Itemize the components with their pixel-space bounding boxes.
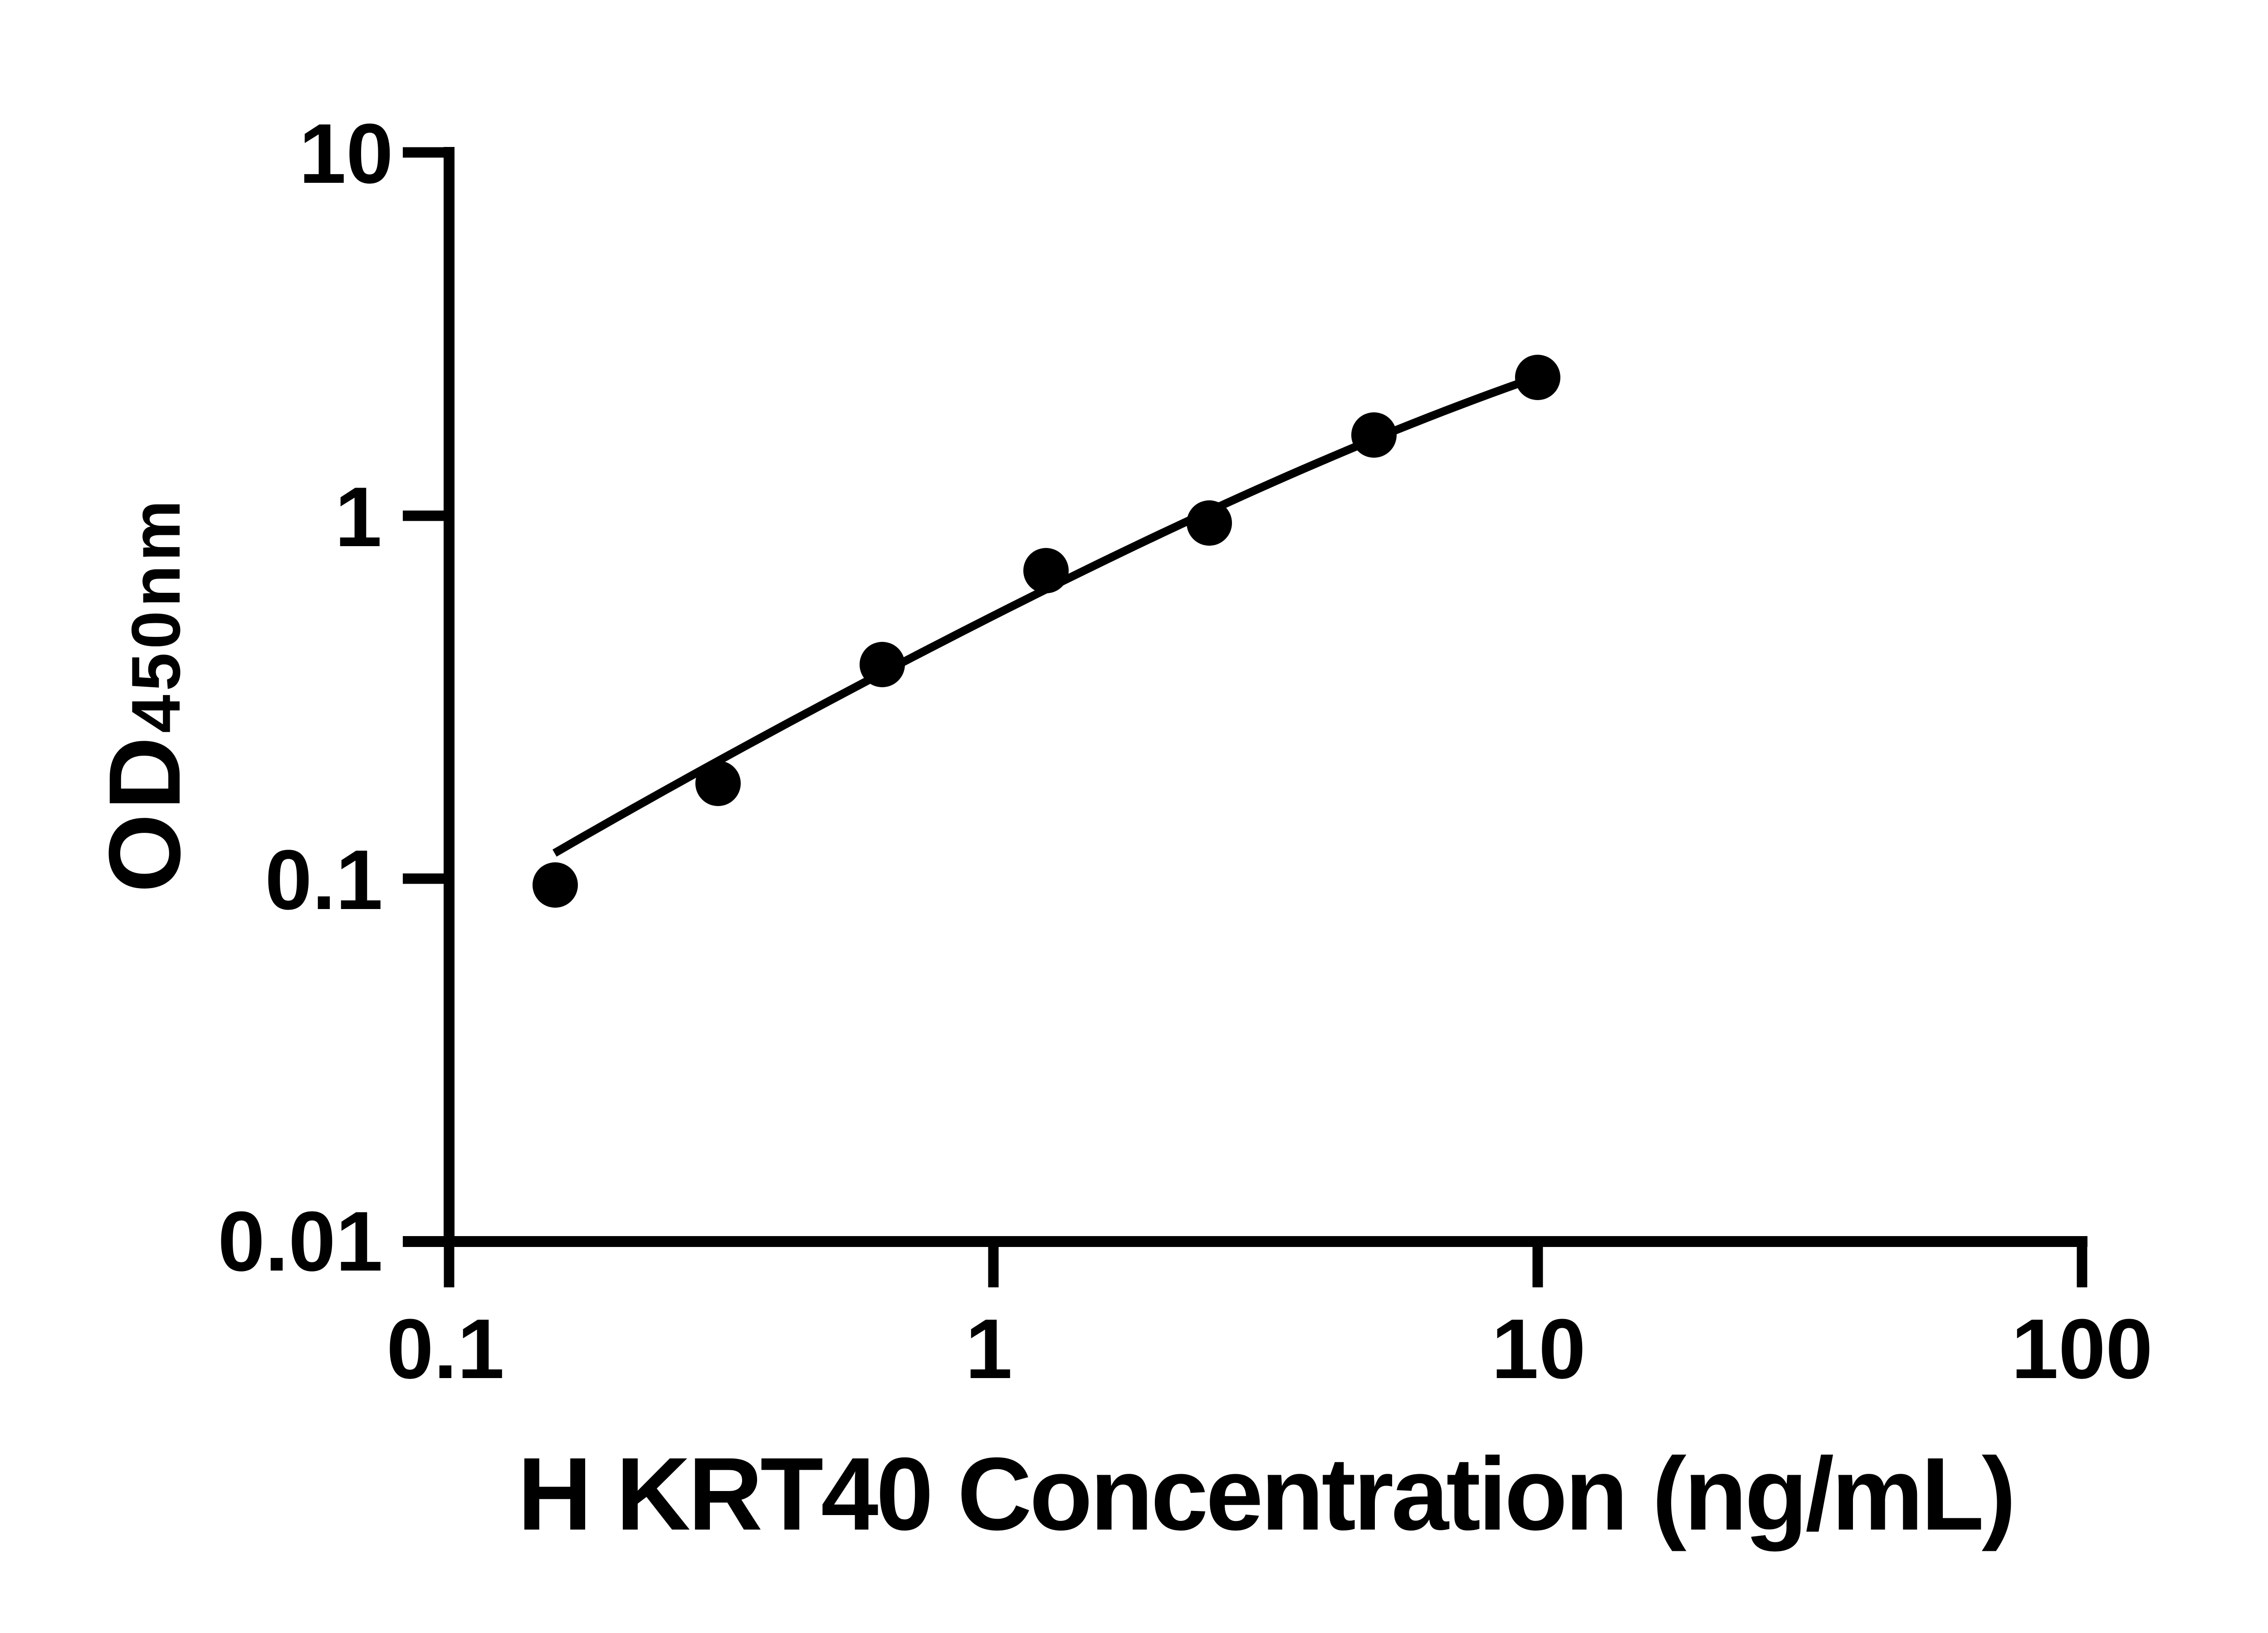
svg-text:1: 1 (335, 469, 382, 564)
svg-text:0.01: 0.01 (218, 1194, 383, 1289)
svg-text:0.1: 0.1 (265, 832, 383, 927)
svg-text:0.1: 0.1 (386, 1301, 504, 1396)
svg-text:10: 10 (299, 106, 393, 201)
svg-text:1: 1 (965, 1301, 1012, 1396)
svg-text:H KRT40 Concentration (ng/mL): H KRT40 Concentration (ng/mL) (518, 1437, 2014, 1552)
svg-text:100: 100 (2011, 1301, 2153, 1396)
svg-text:10: 10 (1491, 1301, 1586, 1396)
